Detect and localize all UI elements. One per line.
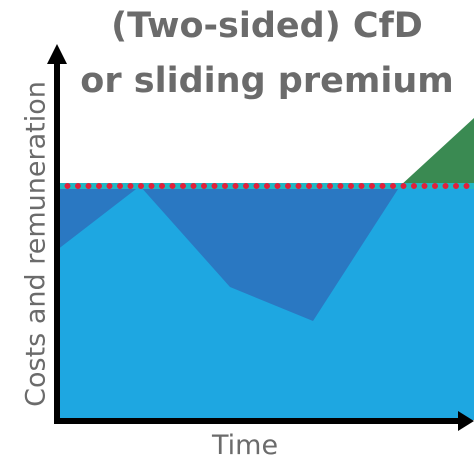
y-axis-label: Costs and remuneration xyxy=(20,81,52,407)
x-axis-arrow-icon xyxy=(458,411,474,431)
y-axis-arrow-icon xyxy=(47,44,67,64)
diagram-title-line-2: or sliding premium xyxy=(80,61,454,101)
payback-area xyxy=(400,118,474,186)
market-revenue-area xyxy=(57,186,474,420)
x-axis-label: Time xyxy=(212,430,279,461)
diagram-title-line-1: (Two-sided) CfD xyxy=(111,6,423,46)
